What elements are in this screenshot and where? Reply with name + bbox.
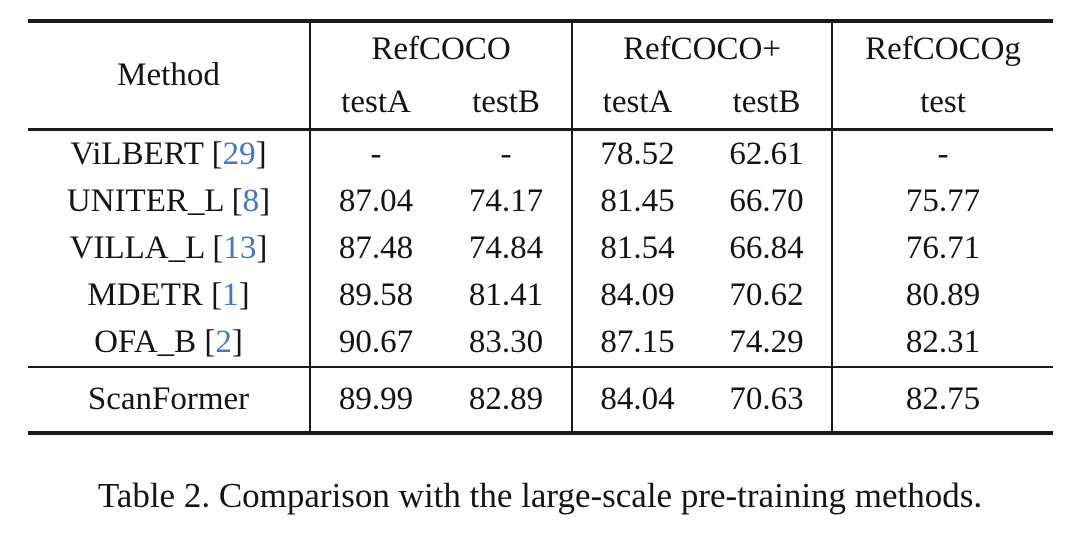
table-row: ViLBERT [29] - - 78.52 62.61 - — [28, 129, 1053, 179]
score-cell: - — [831, 129, 1053, 178]
cite-bracket-close: ] — [256, 230, 268, 266]
proposed-method-body: ScanFormer 89.99 82.89 84.04 70.63 82.75 — [28, 367, 1053, 433]
score-cell: 76.71 — [831, 225, 1053, 272]
cite-bracket-open: [ — [202, 277, 223, 313]
table-header: Method RefCOCO RefCOCO+ RefCOCOg testA t… — [28, 21, 1053, 130]
score-cell: 62.61 — [729, 136, 804, 172]
method-cell: VILLA_L [13] — [28, 225, 310, 272]
score-cell: 87.04 — [309, 178, 441, 225]
subheader-refcoco-testa: testA — [309, 76, 441, 130]
score-cell: 82.75 — [831, 367, 1053, 433]
score-cell: 78.52 — [571, 129, 702, 178]
score-cell: 70.62 — [729, 277, 804, 313]
method-cell: OFA_B [2] — [28, 319, 310, 367]
subheader-refcocog-test: test — [831, 76, 1053, 130]
method-name: OFA_B — [94, 324, 197, 360]
cite-bracket-close: ] — [238, 277, 250, 313]
score-cell: 81.54 — [571, 225, 702, 272]
method-name: VILLA_L — [69, 230, 205, 266]
citation-link[interactable]: 2 — [215, 324, 232, 360]
subheader-refcocoplus-testb: testB — [732, 83, 801, 120]
method-name: ScanFormer — [87, 381, 250, 417]
method-name: MDETR — [87, 277, 203, 313]
citation-link[interactable]: 1 — [222, 277, 239, 313]
score-cell: 74.84 — [468, 230, 544, 266]
score-cell: 80.89 — [831, 272, 1053, 319]
baseline-methods-body: ViLBERT [29] - - 78.52 62.61 - UNITER_L … — [28, 129, 1053, 367]
table-row: MDETR [1] 89.58 81.41 84.09 70.62 80.89 — [28, 272, 1053, 319]
score-cell: 82.31 — [831, 319, 1053, 367]
score-cell: 89.99 — [309, 367, 441, 433]
group-header-row: Method RefCOCO RefCOCO+ RefCOCOg — [28, 21, 1053, 93]
score-cell: 82.89 — [468, 381, 544, 417]
score-cell: 87.15 — [571, 319, 702, 367]
subheader-refcocoplus-testa: testA — [571, 76, 702, 130]
score-cell: 66.84 — [729, 230, 804, 266]
score-cell: 66.70 — [729, 183, 804, 219]
cite-bracket-open: [ — [204, 230, 224, 266]
method-cell: ViLBERT [29] — [28, 130, 310, 179]
score-cell: 83.30 — [468, 324, 544, 360]
score-cell: - — [309, 129, 441, 178]
table-row: UNITER_L [8] 87.04 74.17 81.45 66.70 75.… — [28, 178, 1053, 225]
subcolumn-header-row: testA testB testA testB test — [28, 76, 1053, 130]
score-cell: 81.41 — [468, 277, 544, 313]
method-column-header: Method — [117, 57, 220, 93]
results-table: Method RefCOCO RefCOCO+ RefCOCOg testA t… — [28, 19, 1053, 435]
table-row: VILLA_L [13] 87.48 74.84 81.54 66.84 76.… — [28, 225, 1053, 272]
method-cell: UNITER_L [8] — [28, 178, 310, 225]
score-cell: 70.63 — [729, 381, 804, 417]
score-cell: 75.77 — [831, 178, 1053, 225]
subheader-refcoco-testb: testB — [472, 83, 540, 120]
cite-bracket-open: [ — [196, 324, 216, 360]
cite-bracket-close: ] — [259, 183, 271, 219]
cite-bracket-close: ] — [255, 136, 267, 172]
group-header-refcocog: RefCOCOg — [831, 21, 1053, 76]
cite-bracket-open: [ — [223, 183, 243, 219]
citation-link[interactable]: 13 — [223, 230, 257, 266]
cite-bracket-open: [ — [203, 136, 223, 172]
method-name: UNITER_L — [66, 183, 224, 219]
results-table-container: Method RefCOCO RefCOCO+ RefCOCOg testA t… — [28, 19, 1053, 435]
score-cell: 84.04 — [571, 367, 702, 433]
score-cell: 81.45 — [571, 178, 702, 225]
cite-bracket-close: ] — [231, 324, 243, 360]
citation-link[interactable]: 29 — [222, 136, 256, 172]
table-row-scanformer: ScanFormer 89.99 82.89 84.04 70.63 82.75 — [28, 367, 1053, 433]
score-cell: - — [500, 136, 512, 172]
table-caption: Table 2. Comparison with the large-scale… — [97, 476, 983, 515]
table-row: OFA_B [2] 90.67 83.30 87.15 74.29 82.31 — [28, 319, 1053, 367]
method-cell: ScanFormer — [28, 367, 310, 433]
score-cell: 87.48 — [309, 225, 441, 272]
method-cell: MDETR [1] — [28, 272, 310, 319]
score-cell: 74.17 — [468, 183, 544, 219]
score-cell: 89.58 — [309, 272, 441, 319]
score-cell: 90.67 — [309, 319, 441, 367]
score-cell: 74.29 — [729, 324, 804, 360]
method-name: ViLBERT — [70, 136, 204, 172]
citation-link[interactable]: 8 — [242, 183, 260, 219]
group-header-refcoco-plus: RefCOCO+ — [571, 21, 832, 76]
group-header-refcoco: RefCOCO — [309, 21, 572, 76]
score-cell: 84.09 — [571, 272, 702, 319]
